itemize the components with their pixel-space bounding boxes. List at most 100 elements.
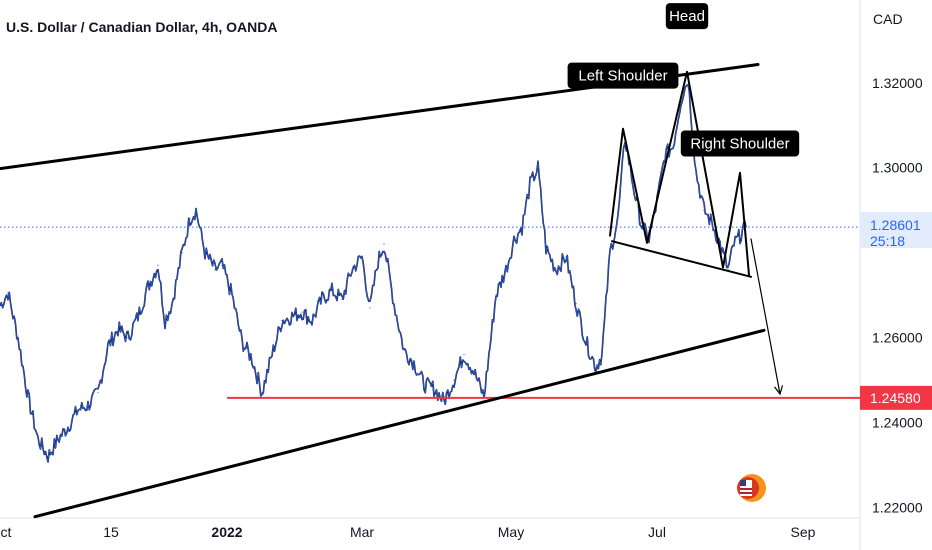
price-point [321,298,323,300]
price-point [77,409,79,411]
price-point [369,307,371,309]
price-point [107,345,109,347]
logo-flag-stripe [740,488,752,490]
price-point [0,305,1,307]
price-point [204,252,206,254]
price-point [609,252,611,254]
price-point [473,370,475,373]
price-point [617,218,619,220]
price-point [164,320,166,322]
price-point [383,243,385,245]
price-point [733,243,735,245]
price-point [403,349,405,351]
projection-arrow-line[interactable] [750,238,781,395]
level-badge-value: 1.24580 [870,390,921,406]
price-point [565,256,567,258]
price-point [505,269,507,271]
price-point [181,252,183,254]
y-tick-label: 1.32000 [872,75,923,91]
x-tick-label: 2022 [211,524,242,540]
price-point [640,222,642,224]
channel-lower-line[interactable] [33,328,766,519]
price-point [739,235,741,237]
price-point [711,222,713,224]
x-tick-label: May [498,524,524,540]
price-point [595,366,597,368]
annotation-label: Right Shoulder [690,136,789,153]
annotation-box [665,3,709,30]
price-point [301,311,303,313]
price-point [495,294,497,296]
price-point [341,298,343,300]
x-tick-label: Sep [791,524,816,540]
price-point [195,209,197,211]
price-point [664,154,666,156]
price-point [521,226,523,228]
level-badge [860,385,932,410]
price-point [261,392,263,394]
price-point [489,345,491,347]
price-point [47,455,49,457]
price-point [87,404,89,407]
annotation-head[interactable]: Head [665,3,709,30]
price-point [67,426,69,428]
price-point [453,379,455,381]
price-point [97,392,99,394]
y-tick-label: 1.24000 [872,414,923,430]
price-point [189,218,191,220]
price-point [311,320,313,322]
price-point [413,362,415,364]
flag-logo-icon [737,474,766,502]
price-point [231,294,233,296]
price-point [157,264,159,266]
price-series-line [0,84,747,463]
price-point [27,396,29,398]
y-tick-label: 1.30000 [872,160,923,176]
neckline[interactable] [611,240,752,278]
head-shoulders-outline[interactable] [609,70,750,277]
price-point [632,184,634,186]
price-point [331,290,333,292]
annotation-label: Head [669,8,705,25]
price-point [251,358,253,360]
price-point [423,383,425,385]
price-point [127,336,129,339]
price-point [672,145,674,148]
annotation-left-shoulder[interactable]: Left Shoulder [567,62,679,89]
price-point [221,264,223,266]
price-point [214,269,216,271]
price-point [351,269,353,271]
price-point [171,303,173,305]
y-tick-label: 1.26000 [872,330,923,346]
x-tick-label: 15 [103,524,119,540]
price-point [241,341,243,343]
price-point [377,260,379,262]
price-point [291,315,293,317]
price-point [703,209,705,211]
price-point [513,239,515,241]
current-price-badge [860,212,932,249]
current-price-timer: 25:18 [870,233,905,249]
price-point [545,247,547,249]
y-tick-label: 1.22000 [872,499,923,515]
x-tick-label: Oct [0,524,11,540]
price-point [555,269,557,271]
logo-flag-canton [740,480,746,486]
price-point [57,438,59,441]
price-point [147,286,149,288]
chart-title: U.S. Dollar / Canadian Dollar, 4h, OANDA [6,19,278,35]
price-point [7,292,9,294]
x-tick-label: Jul [648,524,666,540]
price-point [117,328,119,330]
projection-arrowhead [774,385,784,396]
price-point [695,171,697,173]
annotation-right-shoulder[interactable]: Right Shoulder [680,130,800,157]
price-series-shadow [0,84,747,463]
annotation-box [680,130,800,157]
price-point [281,320,283,322]
price-point [443,400,445,402]
price-point [37,438,39,441]
current-price-value: 1.28601 [870,217,921,233]
